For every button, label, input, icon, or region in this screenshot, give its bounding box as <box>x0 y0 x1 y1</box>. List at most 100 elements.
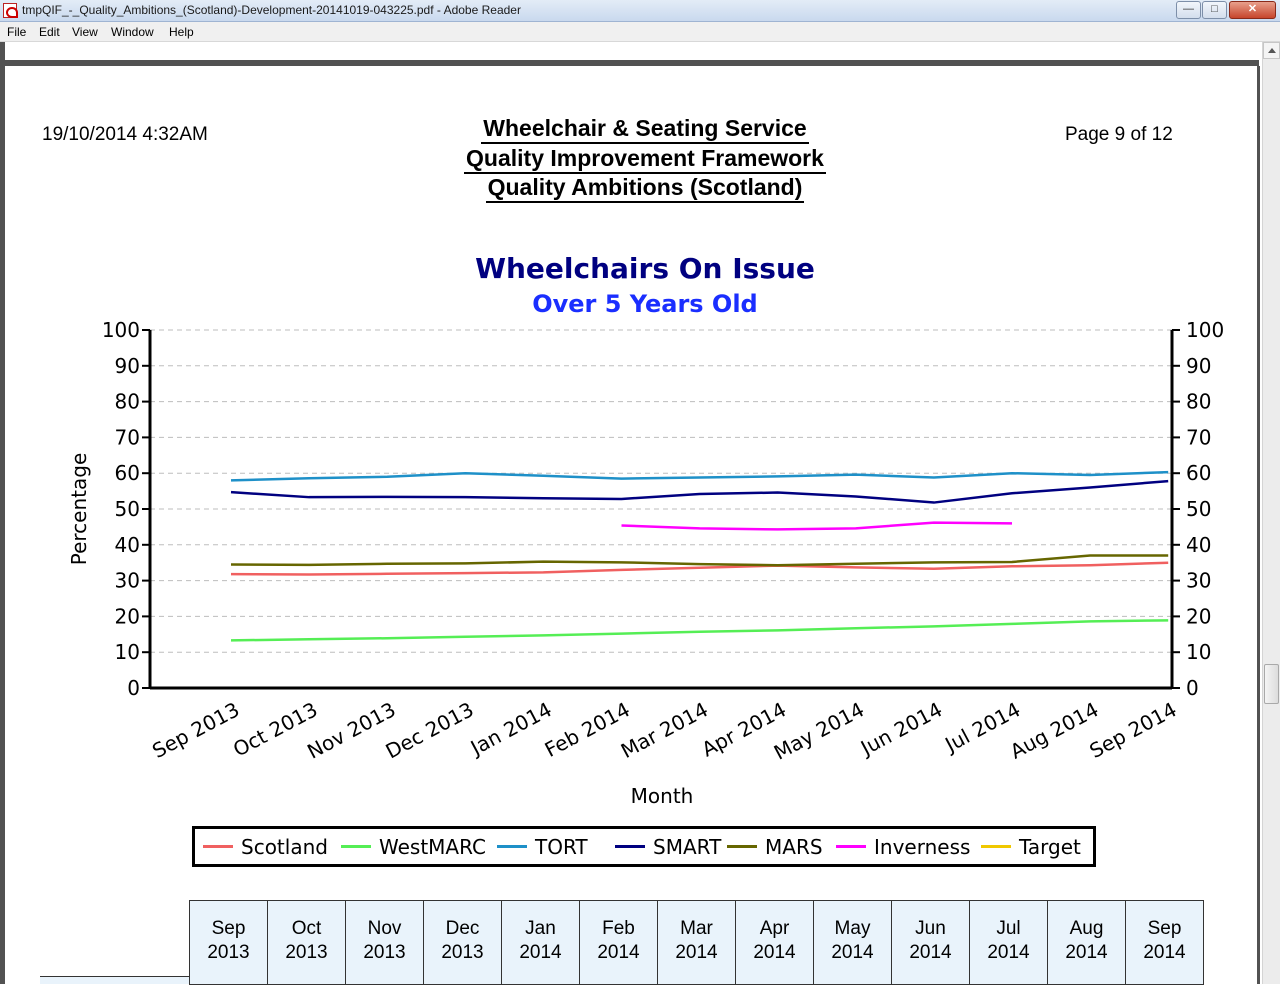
table-header-cell: Feb 2014 <box>579 900 658 985</box>
maximize-button[interactable]: □ <box>1202 1 1227 19</box>
header-year: 2014 <box>597 942 640 963</box>
series-line-inverness <box>621 521 1013 531</box>
table-header-cell: Sep 2013 <box>189 900 268 985</box>
y-axis-label: Percentage <box>67 453 91 566</box>
y-tick-label-right: 60 <box>1186 461 1211 485</box>
y-tick-label: 80 <box>115 390 140 414</box>
series-line-mars <box>230 554 1169 567</box>
y-tick-label: 90 <box>115 354 140 378</box>
x-tick-label: May 2014 <box>770 697 868 764</box>
header-month: Nov <box>367 918 402 939</box>
window-title-bar: tmpQIF_-_Quality_Ambitions_(Scotland)-De… <box>0 0 1280 22</box>
header-month: May <box>834 918 871 939</box>
chart-title: Wheelchairs On Issue <box>475 252 815 285</box>
header-year: 2013 <box>363 942 406 963</box>
legend-item-tort: TORT <box>497 835 588 859</box>
header-year: 2014 <box>909 942 952 963</box>
header-month: Aug <box>1069 918 1104 939</box>
header-year: 2014 <box>1065 942 1108 963</box>
series-line-scotland <box>230 561 1169 576</box>
y-tick-label: 0 <box>127 676 140 700</box>
x-tick-label: Feb 2014 <box>541 697 634 762</box>
x-axis-label: Month <box>631 784 694 808</box>
data-table: Sep 2013 Oct 2013 Nov 2013 Dec 2013 Jan 2014 Feb 20… <box>189 900 1204 985</box>
vertical-scrollbar[interactable] <box>1262 42 1280 984</box>
close-button[interactable]: ✕ <box>1229 1 1276 19</box>
header-year: 2014 <box>519 942 562 963</box>
report-title-line3: Quality Ambitions (Scotland) <box>440 174 850 203</box>
header-year: 2014 <box>1143 942 1186 963</box>
legend-swatch <box>981 845 1011 848</box>
series-line-tort <box>230 470 1169 482</box>
y-tick-label-right: 80 <box>1186 390 1211 414</box>
x-tick-label: Mar 2014 <box>617 697 712 763</box>
table-header-cell: Oct 2013 <box>267 900 346 985</box>
menu-edit[interactable]: Edit <box>39 25 60 39</box>
x-tick-label: Dec 2013 <box>382 697 478 763</box>
legend-swatch <box>836 845 866 848</box>
header-month: Sep <box>1147 918 1182 939</box>
header-month: Sep <box>211 918 246 939</box>
y-tick-label: 20 <box>115 604 140 628</box>
menu-window[interactable]: Window <box>111 25 154 39</box>
legend-item-inverness: Inverness <box>836 835 970 859</box>
legend-label: MARS <box>765 835 823 859</box>
menu-help[interactable]: Help <box>169 25 194 39</box>
y-tick-label: 40 <box>115 533 140 557</box>
table-header-cell: Sep 2014 <box>1125 900 1204 985</box>
series-line-westmarc <box>230 619 1169 642</box>
menu-file[interactable]: File <box>7 25 27 39</box>
table-row-header-cell <box>40 976 190 984</box>
header-month: Mar <box>680 918 713 939</box>
page-gap <box>0 60 1259 66</box>
y-tick-label-right: 90 <box>1186 354 1211 378</box>
chart-legend: Scotland WestMARC TORT SMART MARS Inverness Ta… <box>192 826 1096 867</box>
header-month: Jan <box>525 918 556 939</box>
x-tick-label: Sep 2013 <box>148 697 243 763</box>
y-tick-label: 60 <box>115 461 140 485</box>
legend-label: TORT <box>535 835 588 859</box>
legend-swatch <box>615 845 645 848</box>
menu-view[interactable]: View <box>72 25 98 39</box>
header-year: 2014 <box>831 942 874 963</box>
table-header-cell: Nov 2013 <box>345 900 424 985</box>
scroll-thumb[interactable] <box>1264 664 1279 704</box>
legend-item-scotland: Scotland <box>203 835 328 859</box>
menu-bar: File Edit View Window Help <box>0 22 1280 42</box>
legend-label: Target <box>1019 835 1081 859</box>
table-header-cell: Apr 2014 <box>735 900 814 985</box>
minimize-button[interactable]: — <box>1176 1 1201 19</box>
x-tick-label: Jun 2014 <box>855 697 946 761</box>
legend-swatch <box>727 845 757 848</box>
table-header-cell: Jun 2014 <box>891 900 970 985</box>
report-title-line2: Quality Improvement Framework <box>440 145 850 174</box>
table-header-cell: Aug 2014 <box>1047 900 1126 985</box>
page-number: Page 9 of 12 <box>1065 124 1173 145</box>
x-tick-label: Jan 2014 <box>465 697 556 760</box>
window-title: tmpQIF_-_Quality_Ambitions_(Scotland)-De… <box>22 3 521 17</box>
x-tick-label: Sep 2014 <box>1085 697 1180 763</box>
adobe-reader-icon <box>3 3 18 18</box>
header-year: 2014 <box>987 942 1030 963</box>
header-month: Feb <box>602 918 635 939</box>
legend-item-target: Target <box>981 835 1081 859</box>
header-year: 2013 <box>285 942 328 963</box>
page-edge <box>1257 66 1260 984</box>
table-header-row: Sep 2013 Oct 2013 Nov 2013 Dec 2013 Jan 2014 Feb 20… <box>189 900 1204 985</box>
y-tick-label-right: 100 <box>1186 318 1224 342</box>
table-header-cell: Jul 2014 <box>969 900 1048 985</box>
report-title-line1: Wheelchair & Seating Service <box>440 115 850 144</box>
header-month: Dec <box>445 918 480 939</box>
header-year: 2014 <box>753 942 796 963</box>
y-tick-label-right: 50 <box>1186 497 1211 521</box>
y-tick-label-right: 70 <box>1186 425 1211 449</box>
y-tick-label-right: 0 <box>1186 676 1199 700</box>
legend-item-westmarc: WestMARC <box>341 835 486 859</box>
series-line-smart <box>230 479 1169 504</box>
y-tick-label-right: 10 <box>1186 640 1211 664</box>
legend-swatch <box>203 845 233 848</box>
report-date: 19/10/2014 4:32AM <box>42 124 208 145</box>
legend-swatch <box>341 845 371 848</box>
x-tick-label: Nov 2013 <box>303 697 399 763</box>
